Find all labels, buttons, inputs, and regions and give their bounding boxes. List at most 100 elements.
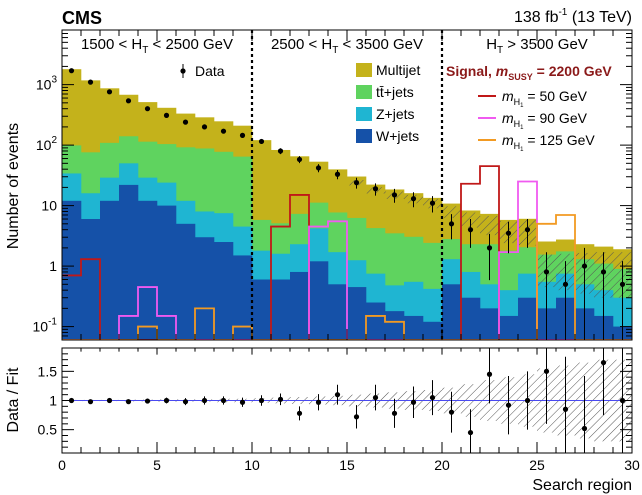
ratio-point-27: [581, 425, 588, 432]
region-label-1: 2500 < HT < 3500 GeV: [271, 36, 423, 56]
bar-wjets-0: [62, 200, 82, 340]
data-point-23: [505, 230, 512, 236]
bar-wjets-14: [328, 284, 348, 340]
top-x-ticks: [61, 30, 633, 340]
bar-wjets-17: [385, 311, 405, 340]
data-point-22: [486, 245, 493, 251]
bar-wjets-10: [252, 279, 272, 340]
ratio-point-15: [353, 414, 360, 420]
data-point-20: [448, 221, 455, 227]
data-point-19: [429, 200, 436, 206]
bar-wjets-24: [518, 297, 538, 340]
bar-wjets-16: [366, 302, 386, 340]
data-point-26: [562, 281, 569, 287]
data-point-28: [600, 269, 607, 275]
ratio-point-1: [87, 399, 94, 405]
ratio-point-23: [505, 402, 512, 408]
data-point-2: [106, 89, 113, 95]
data-point-16: [372, 186, 379, 192]
legend-swatch-zjets: [356, 107, 372, 121]
ratio-axis-title: Data / Fit: [5, 367, 22, 432]
bar-wjets-5: [157, 205, 177, 340]
legend-label-sig125: mH1 = 125 GeV: [502, 132, 595, 153]
data-point-27: [581, 263, 588, 269]
legend-swatch-wjets: [356, 129, 372, 143]
data-point-29: [619, 281, 626, 287]
xtick-label-0: 0: [58, 457, 66, 473]
ratio-point-2: [106, 397, 113, 404]
data-point-8: [220, 128, 227, 134]
xtick-label-20: 20: [434, 457, 450, 473]
data-point-0: [68, 68, 75, 74]
data-point-1: [87, 79, 94, 85]
xtick-label-30: 30: [624, 457, 640, 473]
ytick-label-2: 10: [41, 198, 57, 214]
region-labels: 1500 < HT < 2500 GeV 2500 < HT < 3500 GeV…: [81, 36, 588, 56]
x-axis-title: Search region: [532, 477, 632, 494]
ratio-point-20: [448, 409, 455, 415]
data-point-21: [467, 227, 474, 233]
lumi-label: 138 fb-1 (13 TeV): [514, 7, 632, 26]
ratio-point-22: [486, 371, 493, 377]
bar-wjets-9: [233, 255, 253, 340]
top-signals: [62, 165, 632, 340]
legend-swatch-multijet: [356, 63, 372, 77]
data-point-17: [391, 192, 398, 198]
ratio-point-25: [543, 368, 550, 374]
bar-wjets-7: [195, 237, 215, 340]
uncert-band-20: [442, 206, 461, 218]
data-point-25: [543, 269, 550, 275]
ratio-point-6: [182, 399, 189, 405]
ratio-point-3: [125, 399, 132, 405]
uncert-band-22: [480, 215, 499, 236]
data-point-14: [334, 171, 341, 177]
bar-wjets-19: [423, 321, 443, 340]
data-point-4: [144, 106, 151, 112]
data-point-9: [239, 132, 246, 138]
bar-wjets-6: [176, 223, 196, 340]
ratio-point-24: [524, 397, 531, 404]
legend-signal-title: Signal, mSUSY = 2200 GeV: [446, 63, 612, 82]
bar-wjets-11: [271, 279, 291, 340]
bar-wjets-13: [309, 261, 329, 340]
xtick-label-15: 15: [339, 457, 355, 473]
region-label-0: 1500 < HT < 2500 GeV: [81, 36, 233, 56]
ratio-point-17: [391, 410, 398, 416]
bar-wjets-3: [119, 184, 139, 340]
signal-sig90: [62, 180, 632, 340]
data-point-10: [258, 138, 265, 145]
bar-wjets-22: [480, 308, 500, 340]
ratio-points: [68, 348, 626, 453]
legend-swatch-ttjets: [356, 85, 372, 99]
ratio-point-7: [201, 397, 208, 404]
bar-wjets-1: [81, 219, 101, 340]
ratio-point-18: [410, 399, 417, 405]
rtick-label-1.5: 1.5: [38, 363, 58, 379]
bar-wjets-4: [138, 200, 158, 340]
ratio-point-26: [562, 406, 569, 412]
data-point-24: [524, 227, 531, 233]
region-dividers: [250, 30, 444, 340]
top-data: [68, 68, 626, 340]
ratio-point-14: [334, 392, 341, 398]
data-point-6: [182, 119, 189, 125]
legend-data-label: Data: [195, 63, 225, 79]
ratio-point-8: [220, 397, 227, 404]
legend-data-marker: [180, 68, 186, 74]
ytick-label-1: 1: [49, 258, 57, 274]
ytick-label-0: 10-1: [33, 317, 58, 335]
experiment-label: CMS: [62, 8, 102, 28]
bottom-y-axis: 0.5 1 1.5: [38, 353, 632, 454]
ratio-point-28: [600, 359, 607, 366]
x-axis: 0 5 10 15 20 25 30: [58, 348, 640, 473]
data-point-13: [315, 165, 322, 171]
ratio-point-10: [258, 397, 265, 404]
ratio-point-13: [315, 399, 322, 405]
bar-wjets-2: [100, 200, 120, 340]
data-point-7: [201, 124, 208, 130]
region-label-2: HT > 3500 GeV: [486, 36, 588, 56]
ratio-point-9: [239, 399, 246, 405]
ytick-label-4: 103: [36, 75, 58, 93]
data-point-5: [163, 112, 170, 118]
